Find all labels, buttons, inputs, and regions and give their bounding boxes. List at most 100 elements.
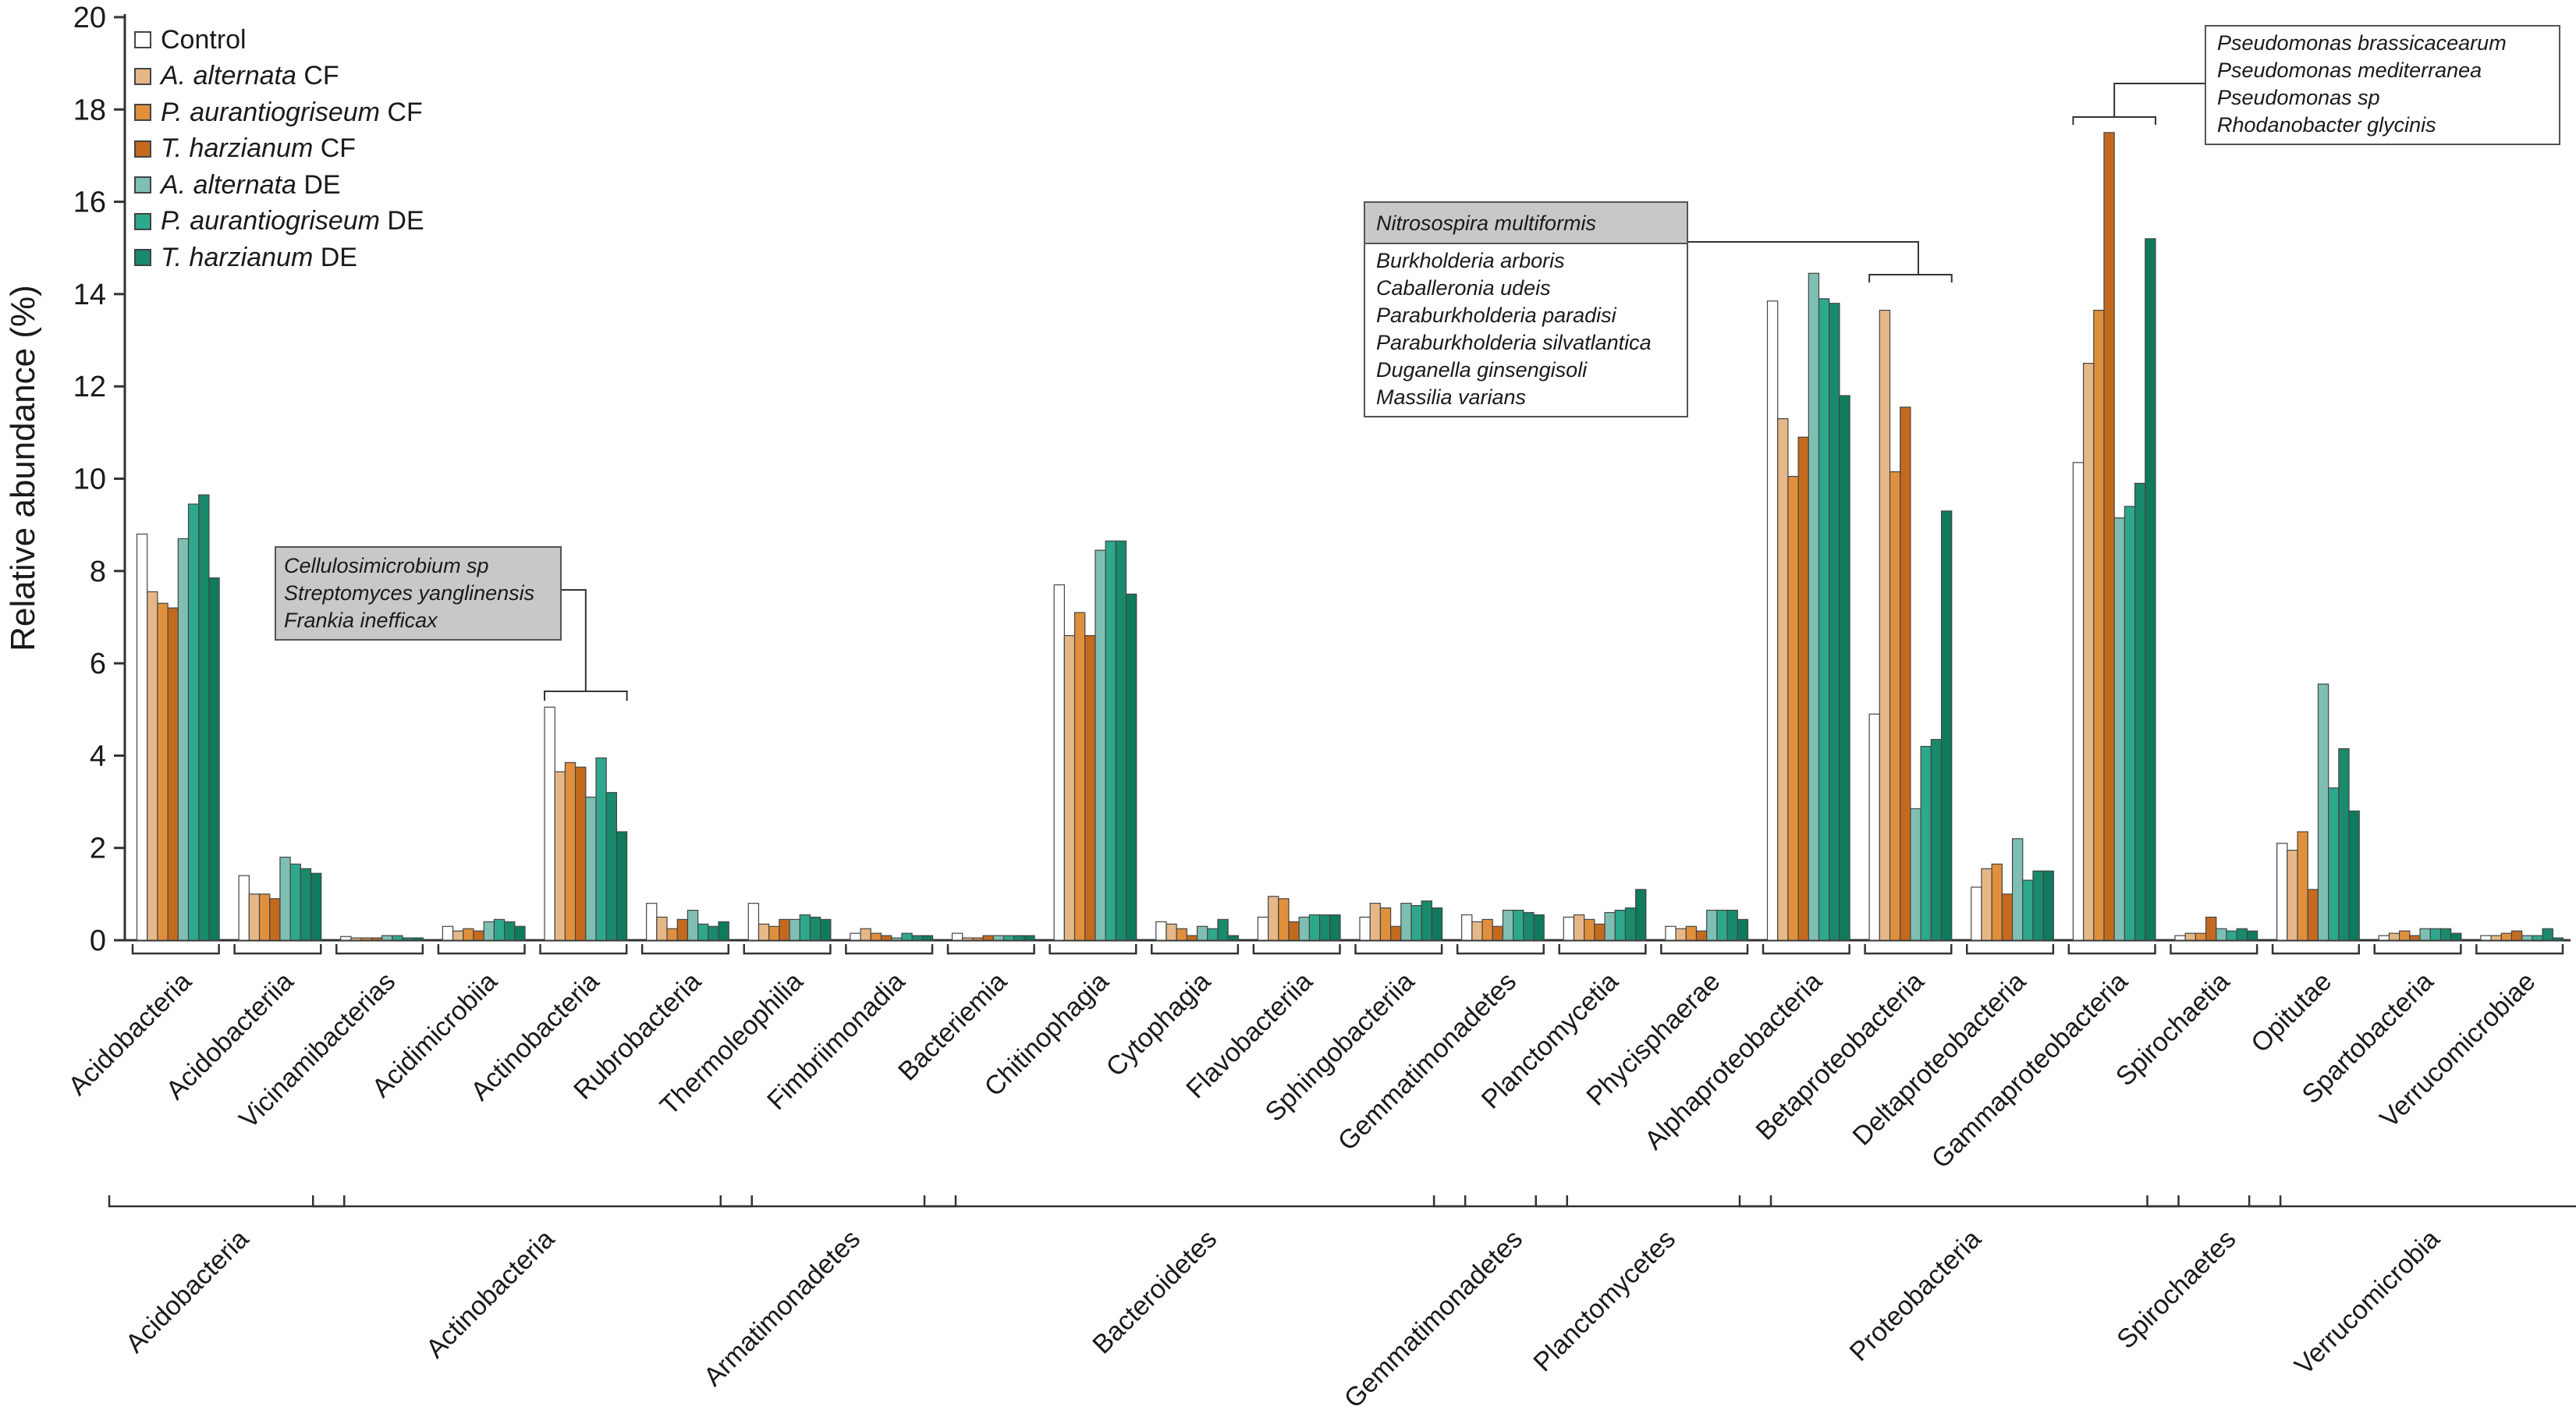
category-bracket	[233, 944, 322, 955]
category-bracket	[1456, 944, 1545, 955]
phylum-label: Armatimonadetes	[698, 1224, 866, 1392]
bar	[1318, 914, 1331, 941]
category-bracket	[335, 944, 424, 955]
y-tick-label: 0	[90, 925, 106, 957]
bar	[1155, 921, 1167, 941]
annotation-actinobacteria: Cellulosimicrobium sp Streptomyces yangli…	[275, 546, 562, 641]
bar	[300, 868, 312, 941]
bar	[1777, 418, 1789, 941]
legend-swatch	[134, 31, 151, 49]
bar	[2103, 132, 2115, 941]
bar	[157, 602, 169, 941]
annotation-species: Cellulosimicrobium sp	[284, 554, 489, 577]
bar	[2317, 684, 2329, 941]
bar	[1105, 540, 1116, 941]
bar	[1186, 935, 1198, 941]
bar	[1533, 914, 1545, 941]
bar	[360, 937, 372, 941]
category-bracket	[2067, 944, 2156, 955]
phylum-bracket	[719, 1195, 957, 1208]
bar	[1573, 914, 1585, 941]
bar	[248, 893, 261, 941]
legend-species: A. alternata	[161, 61, 296, 91]
bar	[136, 533, 148, 941]
bar	[718, 921, 729, 941]
bar	[585, 797, 597, 941]
legend-swatch	[134, 212, 151, 230]
category-label: Betaproteobacteria	[1751, 967, 1930, 1146]
legend-item: T. harzianum DE	[134, 240, 424, 276]
bar	[809, 916, 821, 941]
bar	[1818, 298, 1830, 941]
bar	[1868, 713, 1880, 941]
bar	[2195, 932, 2207, 941]
bar	[1563, 916, 1575, 941]
bar	[208, 577, 220, 941]
bar	[493, 918, 506, 941]
bar	[350, 937, 362, 941]
bar	[1125, 593, 1137, 941]
bar	[1665, 925, 1677, 941]
category-label: Opitutae	[2245, 967, 2337, 1059]
bar	[1369, 903, 1382, 941]
bar	[1308, 914, 1321, 941]
bar	[1207, 928, 1219, 941]
y-axis-label: Relative abundance (%)	[4, 285, 42, 652]
bar	[1808, 272, 1820, 941]
y-tick-label: 14	[73, 279, 106, 311]
bar	[1889, 471, 1901, 941]
bar	[880, 935, 892, 941]
bar	[850, 932, 861, 941]
bar	[901, 932, 913, 941]
annotation-betaproteobacteria: Burkholderia arboris Caballeronia udeis Pa…	[1364, 243, 1688, 417]
category-bracket	[1151, 944, 1240, 955]
category-bracket	[1048, 944, 1137, 955]
annotation-nitrosospira: Nitrosospira multiformis	[1364, 201, 1688, 244]
legend-swatch	[134, 67, 151, 85]
bar	[1257, 916, 1269, 941]
bar	[1013, 935, 1025, 941]
bar	[269, 898, 281, 941]
bar	[666, 928, 678, 941]
bar	[1379, 907, 1392, 941]
bar	[1879, 310, 1891, 941]
bar	[1471, 921, 1483, 941]
bar	[646, 903, 658, 941]
category-bracket	[1354, 944, 1443, 955]
bar	[1410, 905, 1422, 941]
bar	[656, 916, 668, 941]
bar	[2145, 238, 2156, 941]
bar	[605, 792, 618, 941]
bar	[1002, 935, 1015, 941]
bar	[371, 937, 383, 941]
bar	[187, 503, 200, 941]
legend-item: T. harzianum CF	[134, 131, 424, 168]
bar	[2500, 932, 2513, 941]
bar	[2450, 932, 2462, 941]
bar	[1278, 898, 1290, 941]
bar	[2082, 363, 2095, 941]
bar	[1492, 925, 1504, 941]
category-label: Alphaproteobacteria	[1639, 967, 1828, 1156]
phylum-bracket	[1738, 1195, 2180, 1208]
phylum-labels: Acidobacteria Actinobacteria Armatimonadet…	[108, 1195, 2576, 1414]
annotation-species: Pseudomonas sp	[2217, 86, 2380, 109]
bar	[992, 935, 1005, 941]
legend-species: A. alternata	[161, 169, 296, 200]
bar	[2552, 937, 2564, 941]
bar	[768, 925, 780, 941]
bar	[2521, 935, 2533, 941]
legend-item: A. alternata DE	[134, 167, 424, 204]
annotation-species: Paraburkholderia paradisi	[1376, 304, 1616, 327]
bar	[951, 932, 963, 941]
bar	[2532, 935, 2543, 941]
legend-treatment: DE	[379, 206, 424, 236]
bar	[1288, 921, 1300, 941]
bar	[2388, 932, 2400, 941]
y-tick-label: 18	[73, 94, 106, 126]
bar	[2032, 870, 2044, 941]
legend-item: A. alternata CF	[134, 59, 424, 95]
category-bracket	[131, 944, 220, 955]
bar	[452, 930, 464, 941]
bar	[1053, 584, 1065, 941]
